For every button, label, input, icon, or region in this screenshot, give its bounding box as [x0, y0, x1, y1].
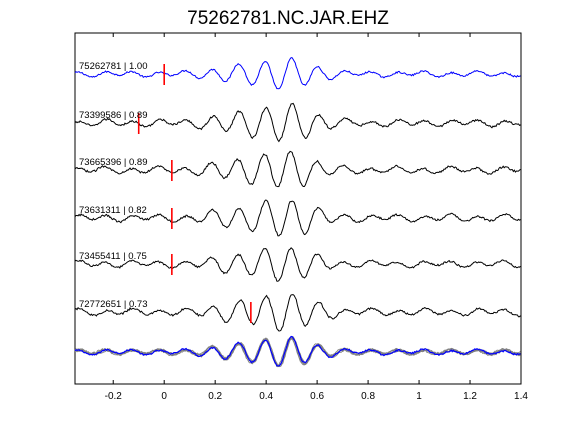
trace-label-4: 73455411 | 0.75 — [79, 251, 147, 262]
trace-line-5 — [74, 294, 521, 332]
pick-markers — [137, 64, 252, 323]
x-tick-label-0: -0.2 — [105, 391, 123, 402]
trace-label-1: 73399586 | 0.89 — [79, 110, 148, 121]
trace-line-4 — [74, 247, 521, 282]
x-tick-label-7: 1.2 — [463, 391, 477, 402]
x-tick-label-2: 0.2 — [208, 391, 222, 402]
x-tick-label-3: 0.4 — [259, 391, 273, 402]
chart-title: 75262781.NC.JAR.EHZ — [187, 8, 389, 29]
x-tick-label-1: 0 — [161, 391, 167, 402]
traces-layer — [74, 57, 521, 332]
overlay-line-0 — [74, 335, 521, 367]
x-tick-label-8: 1.4 — [514, 391, 528, 402]
trace-line-0 — [74, 57, 521, 90]
trace-line-3 — [74, 199, 521, 237]
overlay-stack — [74, 335, 521, 368]
x-tick-label-6: 1 — [416, 391, 422, 402]
trace-label-2: 73665396 | 0.89 — [79, 157, 148, 168]
x-axis: -0.2 0 0.2 0.4 0.6 0.8 1 1.2 1.4 — [105, 33, 528, 402]
trace-labels: 75262781 | 1.00 73399586 | 0.89 73665396 |… — [79, 61, 148, 310]
trace-label-5: 72772651 | 0.73 — [79, 299, 148, 310]
plot-frame — [74, 32, 522, 385]
trace-line-2 — [74, 150, 521, 188]
x-tick-label-5: 0.8 — [361, 391, 375, 402]
trace-label-3: 73631311 | 0.82 — [79, 205, 147, 216]
trace-label-0: 75262781 | 1.00 — [79, 61, 148, 72]
overlay-line-4 — [74, 337, 521, 368]
trace-line-1 — [74, 102, 521, 143]
x-tick-label-4: 0.6 — [310, 391, 324, 402]
